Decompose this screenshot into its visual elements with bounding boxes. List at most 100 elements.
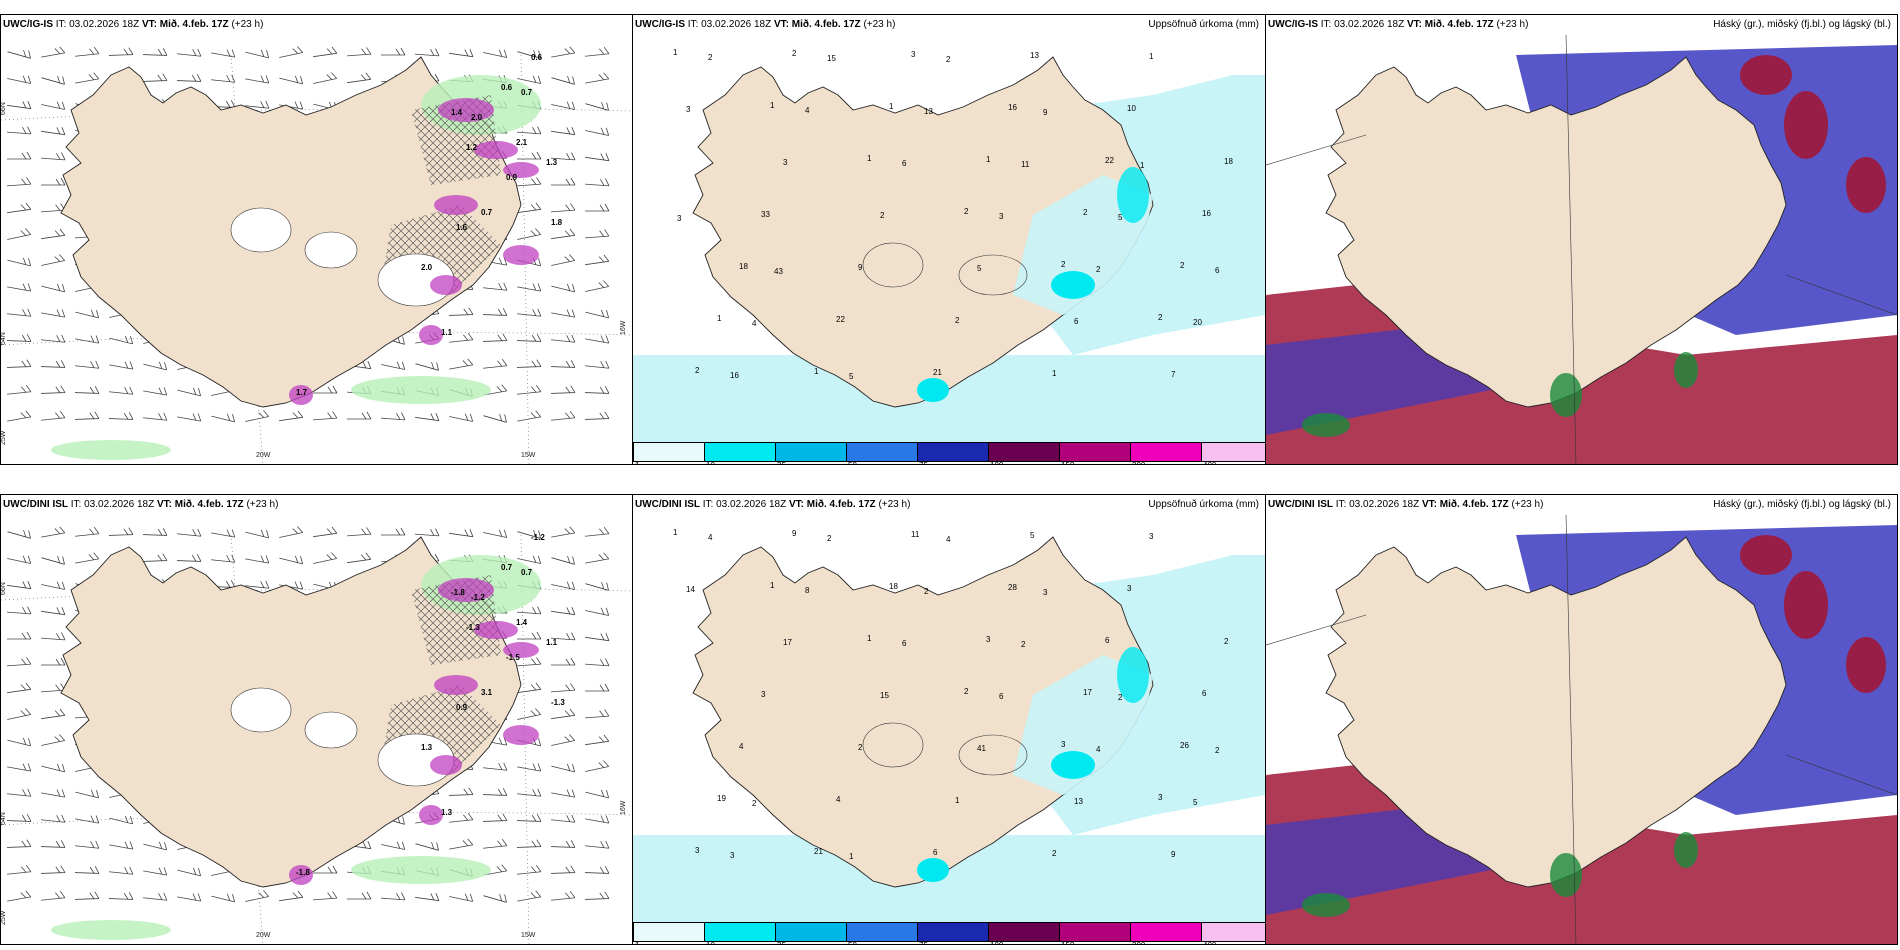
- panel-title: Uppsöfnuð úrkoma (mm): [1148, 499, 1259, 510]
- precip-value-label: 15: [827, 54, 836, 63]
- precip-value-label: 2: [858, 743, 863, 752]
- colorbar-tick: 1: [635, 461, 639, 464]
- glacier-outline: [862, 242, 924, 288]
- low-cloud-cell: [1302, 413, 1350, 437]
- precip-value-label: 2: [955, 316, 960, 325]
- precip-value-label: 1: [867, 634, 872, 643]
- panel-top-right: UWC/IG-IS IT: 03.02.2026 18Z VT: Mið. 4.…: [1265, 14, 1898, 465]
- colorbar-segment: 150: [1060, 442, 1131, 464]
- precip-core: [1051, 271, 1095, 299]
- low-cloud-cell: [1674, 832, 1698, 868]
- precip-rate-blob: [503, 725, 539, 745]
- colorbar-tick: 25: [777, 941, 786, 944]
- precip-value-label: 13: [1030, 51, 1039, 60]
- precip-rate-blob: [430, 275, 462, 295]
- precip-value-label: 13: [1074, 797, 1083, 806]
- precip-value-label: 4: [752, 319, 757, 328]
- field-value-label: 2.1: [516, 138, 528, 147]
- wind-green-patch: [51, 440, 171, 460]
- low-cloud-cell: [1550, 853, 1582, 897]
- colorbar-segment: 400: [1202, 442, 1265, 464]
- low-cloud-cell: [1302, 893, 1350, 917]
- iceland-land: [1325, 536, 1787, 888]
- low-cloud-cell: [1550, 373, 1582, 417]
- precip-core: [917, 378, 949, 402]
- precip-value-label: 3: [783, 158, 788, 167]
- precip-core: [1117, 647, 1149, 703]
- precip-colorbar: 1 10 25 50 75 100 150 200 400: [633, 922, 1265, 944]
- mid-cloud-cell: [1740, 55, 1792, 95]
- precip-value-label: 43: [774, 267, 783, 276]
- colorbar-tick: 75: [919, 941, 928, 944]
- panel-title: Uppsöfnuð úrkoma (mm): [1148, 19, 1259, 30]
- glacier-outline: [304, 231, 358, 269]
- precip-value-label: 3: [1149, 532, 1154, 541]
- colorbar-tick: 75: [919, 461, 928, 464]
- precip-rate-blob: [503, 162, 539, 178]
- precip-rate-blob: [434, 675, 478, 695]
- precip-value-label: 1: [1149, 52, 1154, 61]
- wind-green-patch: [351, 376, 491, 404]
- wind-map-ig-is: 66N 64N 20W 15W 25W 16W 0.6 0.6 0.7 1.4 2.0 2.1 1.3 1…: [1, 46, 632, 464]
- field-value-label: -1.2: [471, 593, 485, 602]
- field-value-label: 0.7: [501, 563, 513, 572]
- precip-value-label: 2: [792, 49, 797, 58]
- precip-value-label: 3: [999, 212, 1004, 221]
- precip-value-label: 3: [1061, 740, 1066, 749]
- precip-value-label: 18: [1224, 157, 1233, 166]
- field-value-label: -1.2: [531, 533, 545, 542]
- precip-value-label: 2: [1224, 637, 1229, 646]
- grid-label: 25W: [1, 430, 7, 445]
- precip-value-label: 4: [946, 535, 951, 544]
- precip-value-label: 10: [1127, 104, 1136, 113]
- field-value-label: 2.0: [421, 263, 433, 272]
- field-value-label: 1.3: [546, 158, 558, 167]
- precip-rate-blob: [438, 578, 494, 602]
- precip-value-label: 9: [1043, 108, 1048, 117]
- precip-value-label: 1: [673, 528, 678, 537]
- precip-land-area: [1013, 175, 1153, 315]
- grid-label: 15W: [521, 452, 536, 459]
- precip-value-label: 13: [924, 107, 933, 116]
- precip-value-label: 3: [677, 214, 682, 223]
- precip-rate-blob: [419, 805, 443, 825]
- precip-value-label: 2: [827, 534, 832, 543]
- colorbar-tick: 50: [848, 461, 857, 464]
- field-value-label: 2.0: [471, 113, 483, 122]
- colorbar-segment: 150: [1060, 922, 1131, 944]
- precip-rate-blob: [434, 195, 478, 215]
- field-value-label: 1.3: [421, 743, 433, 752]
- precip-value-label: 6: [1074, 317, 1079, 326]
- glacier-outline: [958, 254, 1028, 296]
- colorbar-tick: 200: [1132, 461, 1145, 464]
- mid-cloud-cell: [1784, 91, 1828, 159]
- grid-label: 25W: [1, 910, 7, 925]
- mid-cloud-cell: [1740, 535, 1792, 575]
- colorbar-tick: 100: [990, 941, 1003, 944]
- panel-title: Háský (gr.), miðský (fj.bl.) og lágský (…: [1713, 499, 1891, 510]
- precip-rate-blob: [474, 141, 518, 159]
- border-lines: [1266, 34, 1897, 464]
- colorbar-segment: 75: [918, 442, 989, 464]
- grid-label: 66N: [1, 582, 7, 595]
- colorbar-tick: 400: [1203, 941, 1216, 944]
- precip-rate-blob: [474, 621, 518, 639]
- precip-value-label: 4: [805, 106, 810, 115]
- panel-header: UWC/IG-IS IT: 03.02.2026 18Z VT: Mið. 4.…: [1268, 19, 1529, 30]
- precip-value-label: 5: [849, 372, 854, 381]
- field-value-label: -1.3: [551, 698, 565, 707]
- precip-value-label: 20: [1193, 318, 1202, 327]
- precip-value-label: 1: [889, 102, 894, 111]
- precip-value-label: 2: [1180, 261, 1185, 270]
- precip-value-label: 1: [986, 155, 991, 164]
- colorbar-segment: 10: [705, 442, 776, 464]
- precip-value-label: 17: [1083, 688, 1092, 697]
- precip-value-label: 2: [924, 587, 929, 596]
- panel-header: UWC/DINI ISL IT: 03.02.2026 18Z VT: Mið.…: [635, 499, 911, 510]
- precip-value-label: 1: [1140, 161, 1145, 170]
- field-value-label: 0.6: [501, 83, 513, 92]
- precip-value-label: 6: [933, 848, 938, 857]
- iceland-land: [1325, 56, 1787, 408]
- glacier-outline: [230, 687, 292, 733]
- precip-value-label: 1: [867, 154, 872, 163]
